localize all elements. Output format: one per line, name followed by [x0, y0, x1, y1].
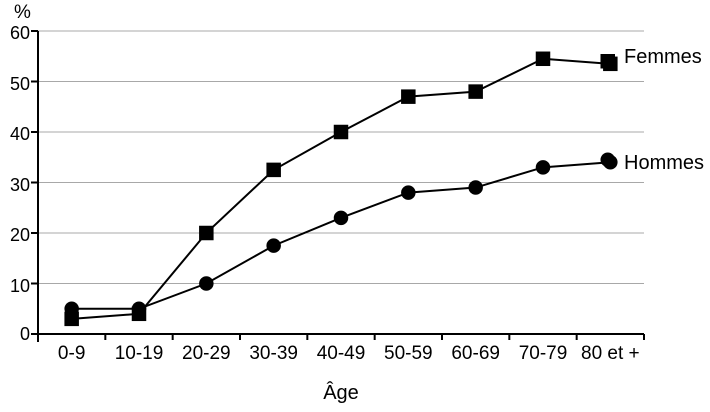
svg-text:10: 10	[10, 276, 30, 296]
svg-text:0-9: 0-9	[58, 343, 85, 364]
svg-text:60: 60	[10, 23, 30, 43]
svg-text:60-69: 60-69	[451, 343, 500, 364]
svg-text:20: 20	[10, 225, 30, 245]
svg-text:20-29: 20-29	[182, 343, 231, 364]
svg-text:70-79: 70-79	[519, 343, 568, 364]
svg-text:40: 40	[10, 124, 30, 144]
svg-text:Femmes: Femmes	[624, 46, 702, 68]
svg-text:30-39: 30-39	[249, 343, 298, 364]
svg-text:80 et +: 80 et +	[581, 343, 640, 364]
svg-text:50-59: 50-59	[384, 343, 433, 364]
svg-text:50: 50	[10, 74, 30, 94]
svg-text:Âge: Âge	[323, 381, 359, 404]
svg-text:0: 0	[20, 324, 30, 344]
svg-text:Hommes: Hommes	[624, 152, 704, 174]
svg-text:10-19: 10-19	[115, 343, 164, 364]
svg-text:40-49: 40-49	[317, 343, 366, 364]
svg-text:30: 30	[10, 175, 30, 195]
svg-text:%: %	[14, 2, 31, 23]
